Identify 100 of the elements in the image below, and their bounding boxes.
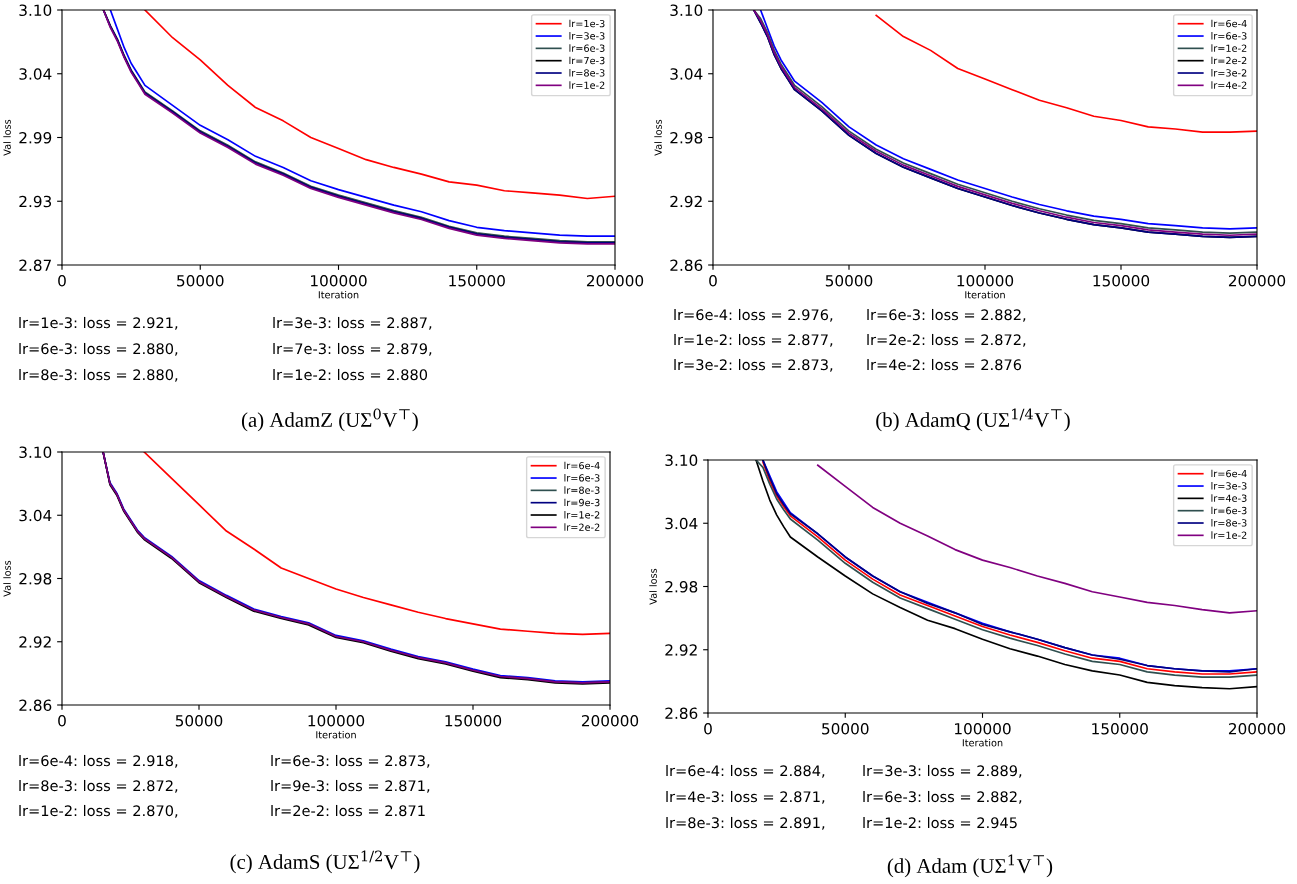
- text: lr=3e-3: loss = 2.887,: [273, 316, 432, 330]
- y-tick-label: 2.98: [670, 131, 703, 144]
- text: lr=3e-3: loss = 2.889,: [863, 764, 1022, 778]
- text: lr=6e-3: loss = 2.882,: [863, 790, 1022, 804]
- text: lr=6e-4: loss = 2.884,: [666, 764, 825, 778]
- x-tick-label: 200000: [1228, 274, 1286, 287]
- y-tick-label: 2.93: [19, 195, 52, 208]
- x-tick-label: 150000: [1092, 722, 1148, 735]
- text: lr=6e-3: loss = 2.880,: [19, 342, 178, 356]
- y-tick-label: 2.86: [670, 259, 703, 272]
- legend-label: lr=4e-2: [1211, 81, 1247, 89]
- text: lr=3e-2: loss = 2.873,: [674, 358, 833, 372]
- legend-label: lr=6e-3: [1211, 506, 1247, 515]
- x-tick-label: 0: [58, 714, 66, 727]
- x-tick-label: 100000: [311, 274, 367, 287]
- text: lr=1e-3: loss = 2.921,: [19, 316, 178, 330]
- x-axis-title: Iteration: [318, 290, 359, 299]
- legend-label: lr=3e-2: [1211, 69, 1247, 77]
- text: lr=2e-2: loss = 2.872,: [867, 333, 1026, 347]
- x-tick-label: 0: [58, 274, 66, 287]
- x-tick-label: 0: [704, 722, 712, 735]
- legend-label: lr=8e-3: [569, 69, 605, 77]
- x-axis-title: Iteration: [965, 290, 1005, 299]
- legend-label: lr=4e-3: [1211, 494, 1247, 502]
- legend-label: lr=9e-3: [564, 498, 600, 507]
- y-tick-label: 3.10: [665, 454, 698, 467]
- text: (a) AdamZ (UΣ$^{0}$V$^{⊤}$): [241, 408, 418, 432]
- x-tick-label: 50000: [825, 274, 873, 287]
- x-tick-label: 50000: [177, 274, 224, 287]
- y-tick-label: 2.92: [670, 195, 702, 208]
- text: lr=9e-3: loss = 2.871,: [271, 779, 430, 793]
- text: lr=1e-2: loss = 2.870,: [19, 804, 178, 818]
- text: lr=6e-3: loss = 2.882,: [867, 308, 1026, 322]
- legend-label: lr=6e-4: [1211, 19, 1247, 28]
- legend-label: lr=1e-2: [564, 511, 600, 519]
- y-tick-label: 2.86: [19, 699, 52, 712]
- y-axis-title: Val loss: [654, 119, 662, 156]
- y-axis-title: Val loss: [3, 560, 11, 597]
- x-axis-title: Iteration: [316, 730, 356, 739]
- text: lr=8e-3: loss = 2.891,: [666, 816, 825, 830]
- text: lr=6e-4: loss = 2.918,: [19, 754, 178, 768]
- y-tick-label: 3.04: [19, 509, 52, 522]
- x-tick-label: 100000: [955, 722, 1011, 735]
- y-axis-title: Val loss: [649, 568, 657, 605]
- text: lr=8e-3: loss = 2.880,: [19, 368, 178, 382]
- text: (c) AdamS (UΣ$^{1/2}$V$^{⊤}$): [230, 850, 420, 874]
- text: lr=1e-2: loss = 2.945: [863, 816, 1017, 829]
- legend-label: lr=1e-2: [1211, 531, 1247, 539]
- y-tick-label: 3.10: [670, 4, 703, 17]
- y-tick-label: 2.98: [665, 580, 698, 593]
- y-tick-label: 3.10: [19, 446, 52, 459]
- y-tick-label: 2.99: [19, 131, 52, 144]
- legend-label: lr=8e-3: [1211, 519, 1247, 527]
- y-tick-label: 3.04: [19, 68, 52, 80]
- legend-label: lr=6e-3: [564, 474, 600, 482]
- y-tick-label: 3.04: [665, 517, 698, 530]
- y-tick-label: 2.86: [665, 707, 698, 720]
- text: lr=8e-3: loss = 2.872,: [19, 779, 178, 793]
- x-tick-label: 50000: [822, 722, 869, 735]
- x-tick-label: 150000: [1093, 274, 1150, 287]
- x-tick-label: 200000: [581, 714, 639, 727]
- text: lr=1e-2: loss = 2.877,: [674, 333, 833, 347]
- x-tick-label: 0: [709, 274, 717, 287]
- legend-label: lr=1e-2: [569, 81, 605, 89]
- legend-label: lr=1e-2: [1211, 44, 1247, 52]
- y-tick-label: 3.10: [19, 4, 52, 17]
- text: lr=6e-4: loss = 2.976,: [674, 308, 833, 322]
- x-tick-label: 200000: [1228, 722, 1286, 735]
- legend-label: lr=6e-3: [1211, 32, 1247, 40]
- text: lr=4e-2: loss = 2.876: [867, 358, 1022, 371]
- x-tick-label: 200000: [586, 274, 644, 287]
- x-tick-label: 100000: [957, 274, 1014, 287]
- legend-label: lr=3e-3: [1211, 482, 1247, 490]
- y-tick-label: 2.87: [19, 259, 51, 272]
- y-tick-label: 2.92: [19, 636, 51, 648]
- x-tick-label: 150000: [449, 274, 505, 287]
- y-tick-label: 2.92: [665, 644, 697, 656]
- x-tick-label: 100000: [308, 714, 365, 727]
- text: (d) Adam (UΣ$^{1}$V$^{⊤}$): [887, 854, 1053, 878]
- text: lr=4e-3: loss = 2.871,: [666, 790, 825, 804]
- x-tick-label: 50000: [175, 714, 223, 727]
- y-axis-title: Val loss: [3, 119, 11, 156]
- legend-label: lr=3e-3: [569, 32, 605, 40]
- x-tick-label: 150000: [445, 714, 502, 727]
- text: (b) AdamQ (UΣ$^{1/4}$V$^{⊤}$): [876, 408, 1070, 432]
- legend-label: lr=8e-3: [564, 486, 600, 494]
- text: lr=6e-3: loss = 2.873,: [271, 754, 430, 768]
- x-axis-title: Iteration: [962, 738, 1003, 747]
- text: lr=2e-2: loss = 2.871: [271, 804, 425, 817]
- y-tick-label: 2.98: [19, 572, 52, 585]
- text: lr=7e-3: loss = 2.879,: [273, 342, 432, 356]
- legend-label: lr=2e-2: [564, 523, 600, 531]
- legend-label: lr=6e-4: [564, 461, 600, 470]
- legend-label: lr=6e-3: [569, 44, 605, 52]
- text: lr=1e-2: loss = 2.880: [273, 368, 428, 381]
- legend-label: lr=2e-2: [1211, 56, 1247, 65]
- legend-label: lr=6e-4: [1211, 469, 1247, 478]
- legend-label: lr=1e-3: [569, 19, 605, 28]
- y-tick-label: 3.04: [670, 68, 703, 80]
- legend-label: lr=7e-3: [569, 56, 605, 65]
